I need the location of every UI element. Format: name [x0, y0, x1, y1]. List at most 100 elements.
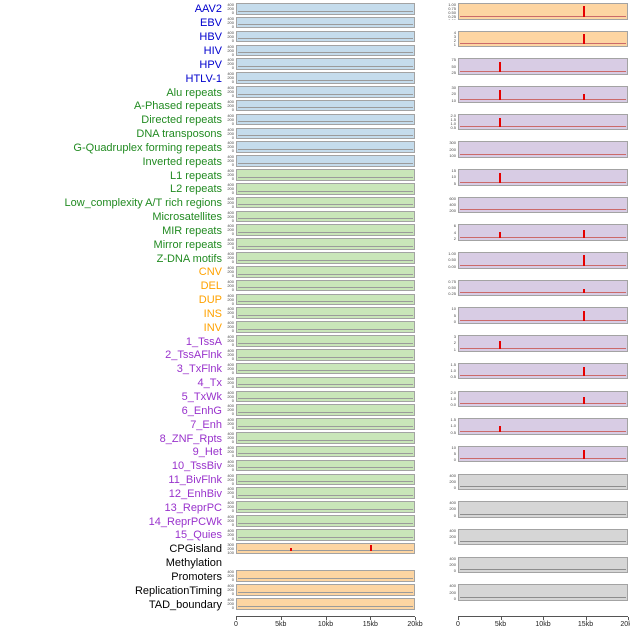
y-tick-label: 0.00 — [448, 19, 456, 20]
left-window-track — [236, 279, 415, 292]
signal-baseline — [460, 596, 626, 598]
y-tick-label: 0 — [231, 300, 234, 306]
row-label-alu-repeats: Alu repeats — [166, 86, 222, 99]
left-window-track — [236, 72, 415, 84]
y-tick-label: 0 — [231, 452, 234, 458]
signal-baseline — [238, 218, 413, 220]
left-window-axis-tick — [370, 617, 372, 620]
y-tick-label: 1.5 — [450, 418, 456, 423]
left-window-track — [236, 30, 415, 43]
right-window-track — [458, 252, 628, 269]
y-tick-label: 200 — [227, 255, 234, 261]
signal-peak-spike — [583, 33, 586, 45]
y-axis-tick-labels: 3002001000 — [221, 543, 234, 555]
y-tick-label: 5 — [453, 312, 456, 318]
y-tick-label: 200 — [227, 393, 234, 399]
row-label-microsatellites: Microsatellites — [152, 211, 222, 223]
left-window-track — [236, 515, 415, 527]
row-label-cpgisland: CPGisland — [169, 543, 222, 556]
left-window-axis-tick-label: 10kb — [317, 621, 334, 628]
signal-baseline — [460, 98, 626, 100]
signal-baseline — [238, 591, 413, 593]
right-window-track — [458, 279, 628, 297]
y-tick-label: 0.50 — [448, 285, 456, 291]
y-tick-label: 400 — [227, 501, 234, 506]
y-tick-label: 0 — [453, 540, 456, 546]
row-label-dup: DUP — [198, 294, 222, 307]
right-window-axis-tick-label: 15kb — [577, 621, 594, 628]
signal-baseline — [238, 356, 413, 358]
y-tick-label: 400 — [227, 445, 234, 450]
y-tick-label: 0 — [231, 120, 234, 126]
y-tick-label: 400 — [449, 528, 456, 533]
y-tick-label: 200 — [227, 518, 234, 524]
y-tick-label: 0 — [231, 342, 234, 347]
y-tick-label: 400 — [227, 196, 234, 201]
y-tick-label: 0 — [231, 162, 234, 167]
y-tick-label: 0.75 — [448, 279, 456, 284]
y-tick-label: 200 — [227, 531, 234, 537]
y-tick-label: 0 — [231, 189, 234, 195]
left-window-track — [236, 570, 415, 583]
y-axis-tick-labels: 400 200 0 — [443, 584, 456, 601]
y-tick-label: 0 — [231, 79, 234, 84]
y-tick-label: 15 — [451, 169, 456, 174]
y-tick-label: 400 — [227, 390, 234, 395]
signal-baseline — [460, 126, 626, 128]
y-tick-label: 0 — [231, 245, 234, 250]
y-axis-tick-labels: 400 200 0 — [221, 128, 234, 140]
y-tick-label: 10 — [451, 307, 456, 312]
y-axis-tick-labels: 400 200 0 — [221, 86, 234, 98]
y-tick-label: 200 — [227, 158, 234, 164]
signal-baseline — [238, 148, 413, 150]
signal-baseline — [238, 398, 413, 400]
y-tick-label: 200 — [227, 268, 234, 274]
y-tick-label: 0 — [231, 522, 234, 527]
y-tick-label: 400 — [227, 58, 234, 63]
y-tick-label: 0 — [231, 176, 234, 181]
y-axis-tick-labels: 300 200 100 — [443, 141, 456, 158]
y-tick-label: 400 — [449, 473, 456, 478]
row-label-inverted-repeats: Inverted repeats — [142, 155, 223, 168]
y-tick-label: 300 — [227, 542, 234, 547]
signal-baseline — [238, 24, 413, 26]
signal-baseline — [238, 425, 413, 427]
signal-baseline — [238, 481, 413, 483]
left-window-track — [236, 16, 415, 29]
y-tick-label: 200 — [227, 199, 234, 205]
row-label-promoters: Promoters — [171, 570, 222, 583]
row-label-2-tssaflnk: 2_TssAFlnk — [165, 349, 222, 362]
y-axis-tick-labels: 2.0 1.0 0.0 — [443, 391, 456, 408]
signal-baseline — [238, 536, 413, 538]
y-tick-label: 400 — [227, 279, 234, 284]
y-axis-tick-labels: 400 200 0 — [221, 58, 234, 70]
row-label-inv: INV — [203, 321, 222, 334]
signal-baseline — [460, 375, 626, 377]
right-window-track — [458, 445, 628, 463]
signal-peak-spike — [583, 366, 586, 377]
signal-baseline — [460, 70, 626, 72]
right-window-axis-tick — [543, 617, 544, 620]
signal-peak-spike — [499, 425, 502, 432]
right-window-track — [458, 501, 628, 518]
signal-baseline — [238, 494, 413, 496]
y-tick-label: 400 — [227, 86, 234, 91]
row-label-7-enh: 7_Enh — [190, 418, 222, 431]
left-window-track — [236, 321, 415, 333]
y-tick-label: 200 — [227, 587, 234, 593]
y-axis-tick-labels: 400 200 0 — [221, 3, 234, 15]
y-tick-label: 400 — [227, 376, 234, 381]
y-tick-label: 0 — [231, 65, 234, 70]
signal-baseline — [238, 508, 413, 510]
y-tick-label: 0 — [231, 383, 234, 389]
y-tick-label: 400 — [227, 265, 234, 270]
row-label-replicationtiming: ReplicationTiming — [134, 584, 222, 597]
y-tick-label: 0 — [231, 259, 234, 264]
right-window-track — [458, 584, 628, 601]
right-window-track — [458, 473, 628, 491]
y-tick-label: 200 — [227, 462, 234, 468]
y-tick-label: 400 — [227, 182, 234, 187]
signal-baseline — [460, 15, 626, 17]
y-axis-tick-labels: 400 200 0 — [221, 460, 234, 472]
signal-baseline — [238, 204, 413, 206]
